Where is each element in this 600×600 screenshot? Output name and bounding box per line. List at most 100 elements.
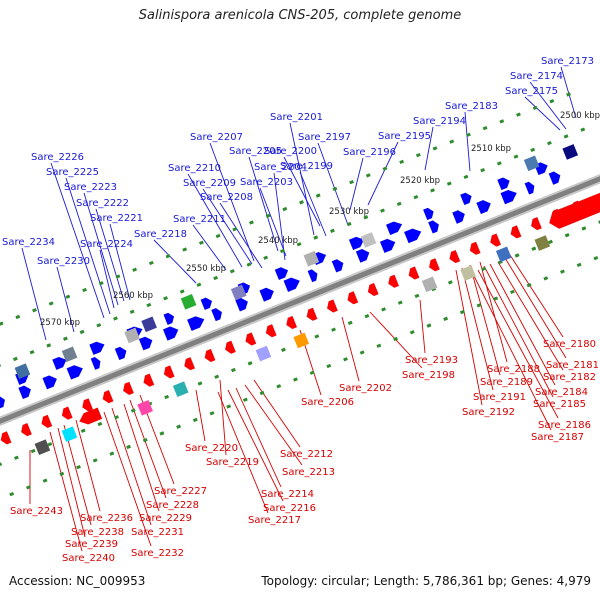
leader-line [109,223,131,301]
tick-mark [426,323,432,328]
tick-mark [247,361,253,366]
tick-mark [563,134,569,139]
tick-mark [532,105,538,111]
gene-label: Sare_2209 [183,178,236,189]
reverse-gene [204,348,216,363]
tick-mark [365,173,371,178]
tick-mark [376,343,382,348]
gene-label: Sare_2199 [280,161,333,172]
gene-label: Sare_2212 [280,449,333,460]
leader-line [349,157,364,211]
tick-mark [109,451,115,456]
gene-label: Sare_2194 [413,116,466,127]
tick-mark [516,112,521,117]
forward-gene [138,336,153,351]
tick-mark [409,330,415,335]
leader-line [299,171,327,237]
tick-mark [229,269,235,274]
tick-mark [349,179,355,185]
feature-block [293,332,310,349]
tick-mark [42,478,48,483]
tick-mark [163,296,168,301]
tick-mark [313,235,319,240]
gene-label: Sare_2196 [343,147,396,158]
leader-line [419,299,426,354]
tick-mark [526,282,532,288]
tick-mark [593,255,599,261]
tick-mark [396,201,402,206]
gene-label: Sare_2173 [541,56,594,67]
leader-line [471,271,552,431]
tick-mark [463,174,469,180]
tick-mark [215,233,221,239]
gene-label: Sare_2218 [134,229,187,240]
tick-mark [48,301,54,306]
tick-mark [380,208,385,213]
tick-mark [315,193,321,198]
tick-mark [530,147,536,153]
feature-block [421,276,438,293]
gene-label: Sare_2186 [538,420,591,431]
tick-mark [493,296,499,301]
leader-line [75,419,101,512]
forward-gene [500,189,518,205]
gene-label: Sare_2243 [10,506,63,517]
forward-gene [355,248,370,263]
leader-line [317,142,349,226]
tick-mark [259,390,265,396]
tick-mark [14,455,19,460]
gene-label: Sare_2226 [31,152,84,163]
tick-mark [598,220,600,224]
feature-block [255,345,272,362]
gene-label: Sare_2211 [173,214,226,225]
tick-mark [232,227,238,232]
feature-block [61,346,78,363]
reverse-gene [428,257,441,272]
tick-mark [296,242,302,247]
tick-mark [263,255,269,260]
tick-mark [182,247,188,252]
forward-gene [427,220,440,234]
gene-label: Sare_2205 [229,146,282,157]
forward-gene [42,375,58,390]
tick-mark [443,316,449,321]
gene-label: Sare_2201 [270,112,323,123]
gene-label: Sare_2200 [264,146,317,157]
leader-line [111,407,152,526]
tick-mark [76,465,81,470]
tick-mark [46,343,52,348]
tick-mark [249,220,254,225]
tick-mark [214,374,220,379]
gene-label: Sare_2230 [37,256,90,267]
gene-label: Sare_2181 [546,360,599,371]
reverse-gene [20,422,33,437]
tick-mark [414,293,420,299]
forward-gene [89,341,105,356]
leader-line [529,81,567,130]
tick-mark [465,132,471,138]
forward-gene [162,326,179,341]
leader-line [187,173,243,268]
forward-gene [283,277,301,293]
leader-line [469,264,501,376]
reverse-gene [449,249,461,264]
leader-line [455,269,483,406]
forward-gene [274,266,289,281]
tick-mark [564,233,570,238]
tick-mark [482,126,488,131]
gene-label: Sare_2238 [71,527,124,538]
forward-gene [403,228,422,244]
leader-line [192,224,227,271]
reverse-gene [163,365,175,379]
tick-mark [79,329,85,335]
gene-label: Sare_2180 [543,339,596,350]
tick-mark [213,275,219,281]
forward-gene [385,221,403,236]
tick-mark [113,316,118,321]
reverse-gene [265,323,277,338]
leader-line [219,202,263,269]
tick-mark [326,363,332,369]
leader-line [560,66,577,119]
tick-mark [293,377,298,382]
scale-label: 2510 kbp [471,144,511,154]
